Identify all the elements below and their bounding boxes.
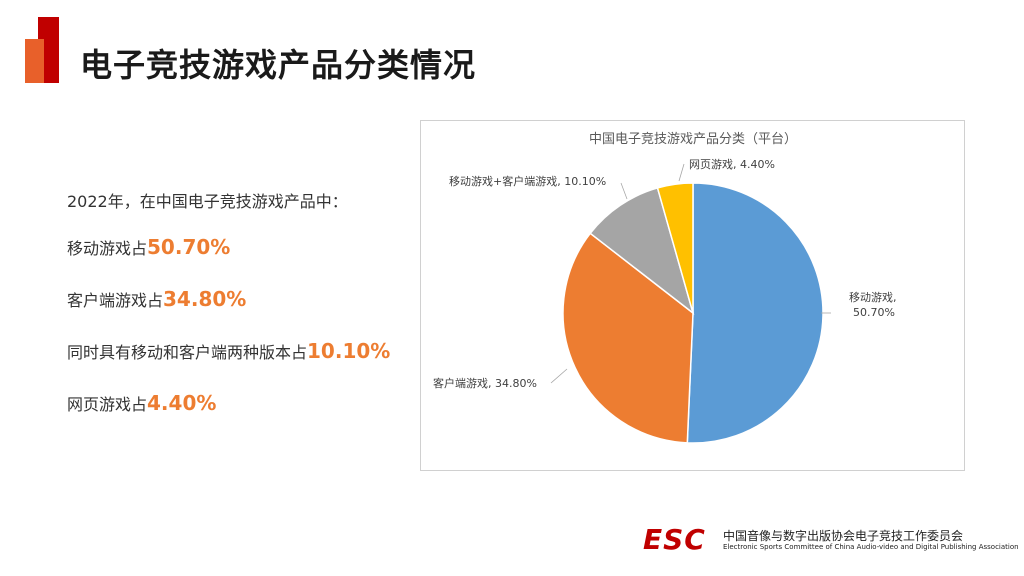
esc-logo: ESC — [643, 523, 706, 556]
stat-label: 同时具有移动和客户端两种版本占 — [67, 343, 308, 362]
pie-chart: 中国电子竞技游戏产品分类（平台） 移动游戏, 50.70% 客户端游戏, 34.80… — [433, 131, 897, 444]
stat-label: 移动游戏占 — [67, 239, 148, 258]
summary-panel: 2022年，在中国电子竞技游戏产品中： 移动游戏占50.70% 客户端游戏占34… — [67, 188, 412, 442]
stat-mobile: 移动游戏占50.70% — [67, 234, 412, 286]
stat-percent: 34.80% — [163, 287, 247, 311]
pie-label-3: 网页游戏, 4.40% — [689, 158, 775, 171]
stat-web: 网页游戏占4.40% — [67, 390, 412, 442]
footer-org-en: Electronic Sports Committee of China Aud… — [723, 543, 1019, 551]
stat-label: 网页游戏占 — [67, 395, 148, 414]
pie-chart-frame: 中国电子竞技游戏产品分类（平台） 移动游戏, 50.70% 客户端游戏, 34.80… — [420, 120, 965, 471]
pie-leader-2 — [620, 182, 628, 200]
summary-intro: 2022年，在中国电子竞技游戏产品中： — [67, 192, 348, 211]
stat-both: 同时具有移动和客户端两种版本占10.10% — [67, 338, 412, 390]
stat-label: 客户端游戏占 — [67, 291, 164, 310]
pie-label-1: 客户端游戏, 34.80% — [433, 376, 537, 390]
stat-percent: 50.70% — [147, 235, 231, 259]
stat-client: 客户端游戏占34.80% — [67, 286, 412, 338]
pie-label-2: 移动游戏+客户端游戏, 10.10% — [449, 174, 606, 188]
pie-slice-0 — [686, 182, 824, 444]
footer-org-cn: 中国音像与数字出版协会电子竞技工作委员会 — [723, 529, 964, 543]
title-accent-bar-orange — [25, 39, 44, 83]
pie-leader-1 — [550, 368, 568, 384]
pie-slice-1 — [562, 232, 694, 444]
stat-percent: 4.40% — [147, 391, 217, 415]
pie-slice-2 — [589, 187, 695, 315]
pie-label-0: 移动游戏, 50.70% — [849, 291, 897, 319]
page-title: 电子竞技游戏产品分类情况 — [80, 46, 477, 84]
stat-percent: 10.10% — [307, 339, 391, 363]
pie-leader-3 — [678, 163, 685, 182]
chart-title: 中国电子竞技游戏产品分类（平台） — [589, 131, 797, 147]
pie-slice-3 — [656, 182, 694, 314]
